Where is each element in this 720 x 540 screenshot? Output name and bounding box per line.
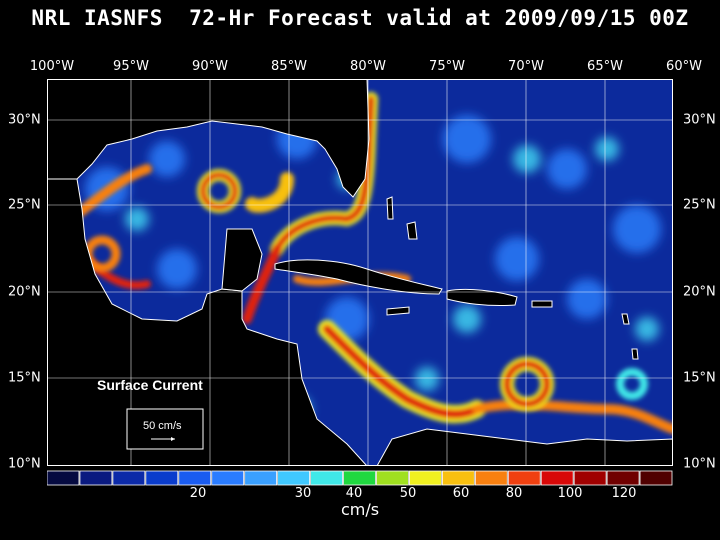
colorbar-cell (639, 470, 673, 486)
colorbar (47, 470, 673, 486)
colorbar-cell (145, 470, 179, 486)
colorbar-cell (540, 470, 574, 486)
colorbar-cell (211, 470, 245, 486)
land (47, 79, 673, 466)
lat-label-left: 25°N (8, 197, 41, 213)
colorbar-cell (441, 470, 475, 486)
lon-label: 60°W (666, 59, 702, 74)
lat-label-right: 15°N (683, 370, 716, 386)
lon-label: 90°W (192, 59, 228, 74)
colorbar-tick-label: 40 (345, 486, 363, 501)
colorbar-tick-label: 80 (505, 486, 523, 501)
colorbar-tick-label: 100 (557, 486, 583, 501)
lon-label: 65°W (587, 59, 623, 74)
lon-label: 95°W (113, 59, 149, 74)
lon-label: 85°W (271, 59, 307, 74)
scale-label: 50 cm/s (143, 420, 182, 432)
colorbar-tick-label: 50 (399, 486, 417, 501)
colorbar-cell (573, 470, 607, 486)
lat-label-left: 10°N (8, 456, 41, 472)
colorbar-cell (507, 470, 541, 486)
lon-label: 70°W (508, 59, 544, 74)
colorbar-cell (310, 470, 343, 486)
lat-label-right: 10°N (683, 456, 716, 472)
speed-field (85, 115, 661, 423)
lon-label: 80°W (350, 59, 386, 74)
colorbar-cell (474, 470, 508, 486)
lat-label-right: 20°N (683, 284, 716, 300)
ocean-current-map: Surface Current 50 cm/s (47, 79, 673, 466)
colorbar-unit: cm/s (340, 500, 380, 519)
colorbar-cell (343, 470, 376, 486)
lon-label: 100°W (29, 59, 75, 74)
colorbar-cell (244, 470, 278, 486)
colorbar-cell (606, 470, 640, 486)
colorbar-tick-label: 120 (611, 486, 637, 501)
lat-label-left: 20°N (8, 284, 41, 300)
colorbar-cell (409, 470, 442, 486)
lat-label-right: 25°N (683, 197, 716, 213)
lon-label: 75°W (429, 59, 465, 74)
colorbar-cell (47, 470, 80, 486)
colorbar-cell (79, 470, 113, 486)
lat-label-right: 30°N (683, 112, 716, 128)
colorbar-cell (277, 470, 310, 486)
map-title: NRL IASNFS 72-Hr Forecast valid at 2009/… (31, 6, 689, 30)
arrow-head-icon (171, 437, 175, 441)
colorbar-cell (178, 470, 212, 486)
graticule (47, 79, 673, 466)
colorbar-cell (112, 470, 146, 486)
legend-title: Surface Current (97, 377, 203, 393)
lat-label-left: 30°N (8, 112, 41, 128)
colorbar-tick-label: 30 (294, 486, 312, 501)
colorbar-tick-label: 60 (452, 486, 470, 501)
colorbar-tick-label: 20 (189, 486, 207, 501)
colorbar-cell (376, 470, 409, 486)
legend-box (126, 408, 204, 450)
lat-label-left: 15°N (8, 370, 41, 386)
